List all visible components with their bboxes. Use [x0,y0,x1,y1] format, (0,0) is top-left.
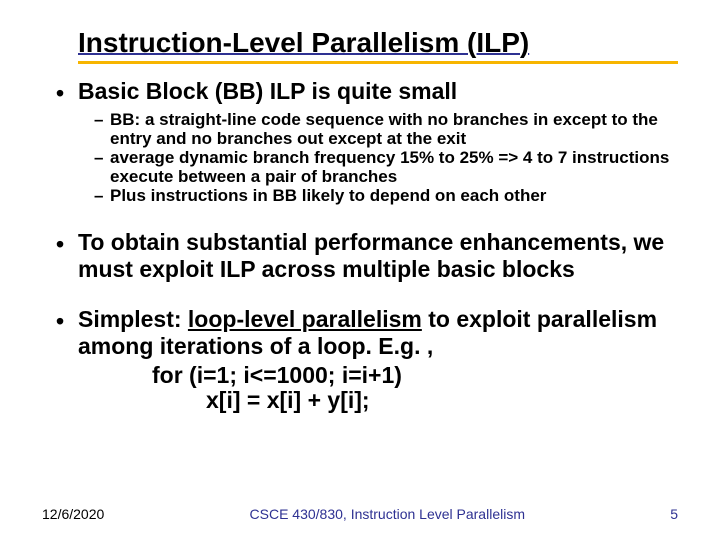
bullet-text: Plus instructions in BB likely to depend… [110,186,678,205]
footer-course: CSCE 430/830, Instruction Level Parallel… [104,506,670,522]
bullet-l2: – BB: a straight-line code sequence with… [94,110,678,148]
slide: Instruction-Level Parallelism (ILP) • Ba… [0,0,720,540]
bullet-text: Simplest: loop-level parallelism to expl… [78,306,678,359]
slide-title: Instruction-Level Parallelism (ILP) [78,28,529,59]
dash-icon: – [94,148,110,186]
title-rule [78,61,678,64]
footer-date: 12/6/2020 [42,506,104,522]
bullet-l2: – average dynamic branch frequency 15% t… [94,148,678,186]
slide-footer: 12/6/2020 CSCE 430/830, Instruction Leve… [0,506,720,522]
code-block: for (i=1; i<=1000; i=i+1) x[i] = x[i] + … [152,363,678,414]
bullet-icon: • [56,78,78,106]
code-line: for (i=1; i<=1000; i=i+1) [152,363,678,388]
text-run: Simplest: [78,306,188,332]
text-underline: loop-level parallelism [188,306,422,332]
bullet-text: average dynamic branch frequency 15% to … [110,148,678,186]
dash-icon: – [94,186,110,205]
bullet-text: To obtain substantial performance enhanc… [78,229,678,282]
bullet-l1: • Simplest: loop-level parallelism to ex… [56,306,678,359]
bullet-text: Basic Block (BB) ILP is quite small [78,78,678,106]
bullet-icon: • [56,306,78,359]
title-block: Instruction-Level Parallelism (ILP) [78,28,678,64]
bullet-l2: – Plus instructions in BB likely to depe… [94,186,678,205]
slide-body: • Basic Block (BB) ILP is quite small – … [42,78,678,414]
bullet-l1: • Basic Block (BB) ILP is quite small [56,78,678,106]
bullet-icon: • [56,229,78,282]
dash-icon: – [94,110,110,148]
bullet-l1: • To obtain substantial performance enha… [56,229,678,282]
code-line: x[i] = x[i] + y[i]; [152,388,678,413]
bullet-text: BB: a straight-line code sequence with n… [110,110,678,148]
footer-page-number: 5 [670,506,678,522]
